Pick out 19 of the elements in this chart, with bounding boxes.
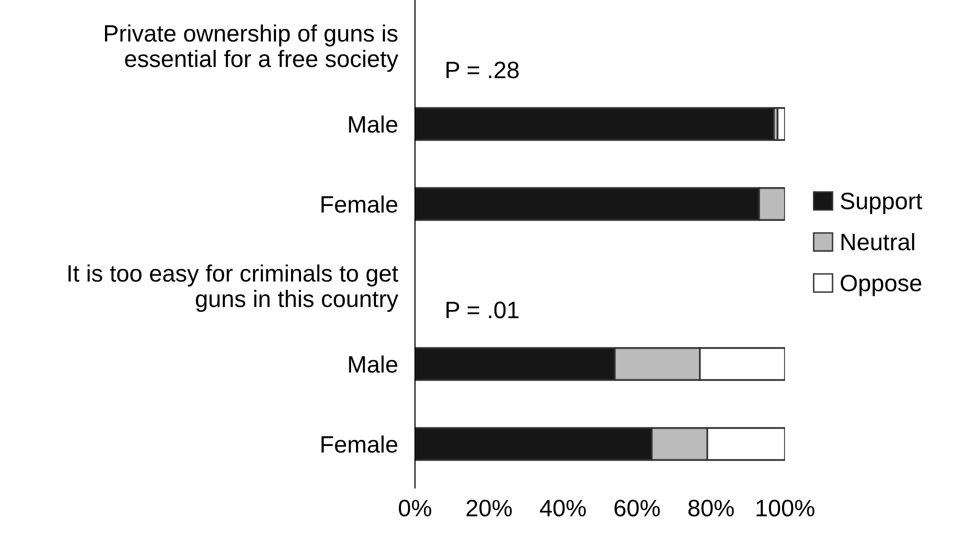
x-tick-label: 60% bbox=[614, 500, 660, 516]
x-tick-label: 100% bbox=[756, 500, 814, 516]
y-tick-label: Male bbox=[349, 355, 398, 373]
legend-label: Oppose bbox=[840, 274, 922, 296]
legend-label: Support bbox=[840, 192, 922, 214]
x-tick-label: 40% bbox=[540, 500, 586, 516]
legend-label: Neutral bbox=[842, 233, 914, 250]
x-tick-label: 20% bbox=[466, 500, 512, 516]
y-tick-label: Male bbox=[349, 115, 398, 133]
annotation: P = .28 bbox=[446, 62, 519, 78]
y-tick-label: Female bbox=[322, 435, 398, 453]
x-tick-label: 0% bbox=[398, 500, 432, 516]
bar bbox=[776, 107, 785, 141]
y-tick-label: It is too easy for criminals to get guns in this country bbox=[68, 264, 398, 312]
x-tick-label: 80% bbox=[688, 500, 734, 516]
annotation: P = .01 bbox=[446, 302, 519, 318]
y-tick-label: Private ownership of guns is essential for a free society bbox=[105, 24, 398, 72]
y-tick-label: Female bbox=[322, 195, 398, 213]
bar bbox=[415, 107, 775, 141]
